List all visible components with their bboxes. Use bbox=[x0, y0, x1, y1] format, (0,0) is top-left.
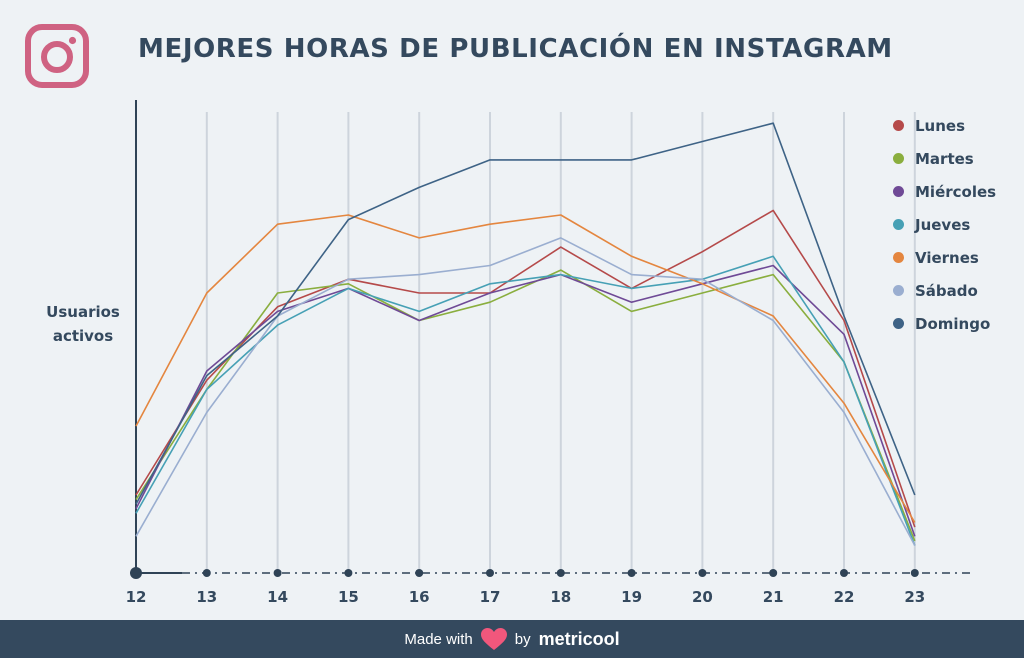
series-line-viernes bbox=[135, 214, 916, 523]
x-tick-dot-16 bbox=[415, 569, 424, 577]
legend-marker bbox=[893, 252, 904, 263]
x-tick-labels: 12 13 14 15 16 17 18 19 20 21 22 23 bbox=[126, 588, 926, 606]
x-tick-label: 21 bbox=[763, 588, 784, 606]
x-tick-label: 12 bbox=[126, 588, 147, 606]
x-tick-label: 15 bbox=[338, 588, 359, 606]
legend-marker bbox=[893, 285, 904, 296]
x-tick-label: 23 bbox=[904, 588, 925, 606]
legend-marker bbox=[893, 153, 904, 164]
x-tick-dot-22 bbox=[840, 569, 848, 577]
series-line-martes bbox=[135, 269, 916, 542]
x-tick-label: 20 bbox=[692, 588, 713, 606]
legend-marker bbox=[893, 318, 904, 329]
metricool-logo: metricool bbox=[538, 628, 620, 649]
legend-label: Viernes bbox=[915, 248, 979, 267]
legend-item: Jueves bbox=[893, 208, 996, 241]
legend-label: Sábado bbox=[915, 281, 978, 300]
grid-lines bbox=[205, 112, 916, 572]
footer-by: by bbox=[514, 630, 531, 648]
legend: Lunes Martes Miércoles Jueves Viernes Sábado D… bbox=[893, 109, 996, 340]
series-line-domingo bbox=[135, 122, 916, 505]
legend-item: Lunes bbox=[893, 109, 996, 142]
legend-marker bbox=[893, 186, 904, 197]
legend-label: Domingo bbox=[915, 314, 991, 333]
legend-item: Sábado bbox=[893, 274, 996, 307]
x-tick-label: 13 bbox=[196, 588, 217, 606]
x-tick-label: 14 bbox=[267, 588, 288, 606]
x-tick-label: 16 bbox=[409, 588, 430, 606]
line-chart: 12 13 14 15 16 17 18 19 20 21 22 23 bbox=[126, 100, 970, 606]
series-line-lunes bbox=[135, 209, 916, 528]
x-tick-dot-13 bbox=[202, 569, 211, 577]
x-tick-label: 18 bbox=[550, 588, 571, 606]
legend-marker bbox=[893, 219, 904, 230]
legend-label: Martes bbox=[915, 149, 974, 168]
x-tick-label: 22 bbox=[834, 588, 855, 606]
x-tick-dot-18 bbox=[556, 569, 565, 577]
y-axis-label: Usuarios activos bbox=[46, 303, 120, 345]
series-line-miércoles bbox=[135, 264, 916, 537]
legend-item: Domingo bbox=[893, 307, 996, 340]
axis-origin-dot bbox=[130, 567, 142, 579]
series-lines bbox=[135, 122, 916, 546]
legend-label: Miércoles bbox=[915, 182, 997, 201]
series-line-jueves bbox=[135, 255, 916, 546]
legend-item: Viernes bbox=[893, 241, 996, 274]
legend-label: Jueves bbox=[915, 215, 971, 234]
heart-icon bbox=[480, 627, 507, 650]
x-tick-dot-20 bbox=[698, 569, 707, 577]
x-tick-dot-14 bbox=[273, 569, 282, 577]
legend-marker bbox=[893, 120, 904, 131]
footer-made-with: Made with bbox=[404, 630, 473, 648]
x-tick-label: 17 bbox=[480, 588, 501, 606]
x-tick-dot-23 bbox=[910, 569, 919, 577]
series-line-sábado bbox=[135, 237, 916, 546]
x-tick-dot-21 bbox=[769, 569, 778, 577]
page-title: MEJORES HORAS DE PUBLICACIÓN EN INSTAGRA… bbox=[138, 34, 893, 64]
legend-item: Miércoles bbox=[893, 175, 996, 208]
legend-item: Martes bbox=[893, 142, 996, 175]
x-tick-label: 19 bbox=[621, 588, 642, 606]
x-tick-dot-17 bbox=[486, 569, 494, 577]
legend-label: Lunes bbox=[915, 116, 966, 135]
instagram-icon bbox=[25, 24, 89, 88]
footer: Made with by metricool bbox=[0, 620, 1024, 658]
x-tick-dot-15 bbox=[344, 569, 353, 577]
x-axis bbox=[130, 100, 970, 579]
x-tick-dot-19 bbox=[627, 569, 636, 577]
